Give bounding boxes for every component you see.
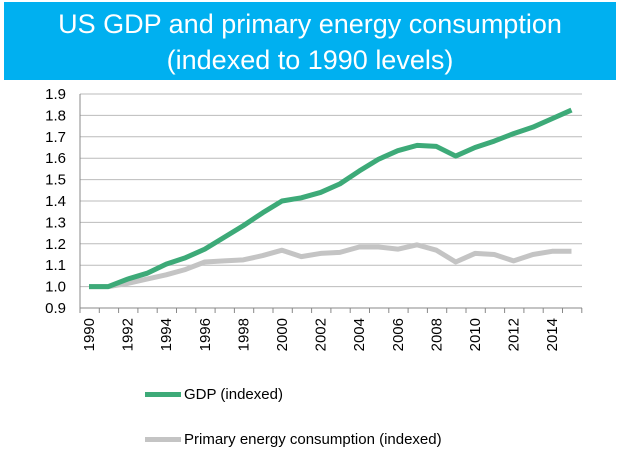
x-tick-label: 2012: [506, 318, 523, 351]
y-tick-label: 1.1: [45, 257, 66, 274]
legend-swatch-energy: [145, 437, 181, 442]
series-line-gdp: [89, 107, 573, 290]
x-tick-label: 2004: [351, 318, 368, 351]
x-tick-label: 1996: [197, 318, 214, 351]
y-tick-label: 1.7: [45, 129, 66, 146]
x-tick-label: 2000: [274, 318, 291, 351]
series-line-energy: [89, 242, 572, 290]
x-tick-label: 1994: [158, 318, 175, 351]
x-tick-label: 2008: [428, 318, 445, 351]
legend-label-gdp: GDP (indexed): [184, 386, 283, 403]
x-tick-label: 2006: [390, 318, 407, 351]
y-tick-label: 1.4: [45, 193, 66, 210]
y-tick-label: 0.9: [45, 300, 66, 317]
title-line-1: US GDP and primary energy consumption: [58, 9, 562, 39]
y-tick-label: 1.8: [45, 107, 66, 124]
title-line-2: (indexed to 1990 levels): [166, 45, 454, 75]
x-tick-label: 1998: [235, 318, 252, 351]
legend-energy: Primary energy consumption (indexed): [145, 431, 442, 448]
y-tick-label: 1.6: [45, 150, 66, 167]
legend-swatch-gdp: [145, 392, 181, 397]
legend-label-energy: Primary energy consumption (indexed): [184, 431, 442, 448]
legend-gdp: GDP (indexed): [145, 386, 283, 403]
x-tick-label: 2010: [467, 318, 484, 351]
x-tick-label: 2014: [544, 318, 561, 351]
x-tick-label: 1992: [120, 318, 137, 351]
y-tick-label: 1.0: [45, 279, 66, 296]
y-tick-label: 1.9: [45, 86, 66, 103]
x-tick-label: 2002: [313, 318, 330, 351]
y-tick-label: 1.2: [45, 236, 66, 253]
y-tick-label: 1.5: [45, 172, 66, 189]
x-tick-label: 1990: [81, 318, 98, 351]
chart-title: US GDP and primary energy consumption (i…: [4, 2, 616, 80]
y-tick-label: 1.3: [45, 214, 66, 231]
